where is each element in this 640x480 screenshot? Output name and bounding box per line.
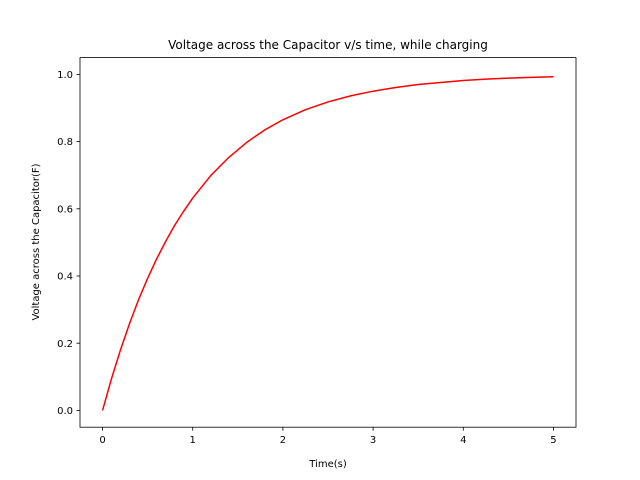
x-tick-label: 5 xyxy=(550,435,556,446)
y-tick-label: 1.0 xyxy=(57,70,73,81)
series-layer xyxy=(101,76,554,411)
y-axis-ticks: 0.0 0.2 0.4 0.6 0.8 1.0 xyxy=(57,70,80,417)
x-tick-label: 3 xyxy=(370,435,376,446)
y-axis-label: Voltage across the Capacitor(F) xyxy=(31,163,42,320)
x-axis-label: Time(s) xyxy=(308,459,347,470)
y-tick-label: 0.0 xyxy=(57,406,73,417)
series-line xyxy=(101,76,554,411)
plot-area: 0 1 2 3 4 5 0.0 0.2 0.4 0.6 0.8 1.0 xyxy=(57,57,577,446)
chart-title: Voltage across the Capacitor v/s time, w… xyxy=(168,38,488,52)
x-axis-ticks: 0 1 2 3 4 5 xyxy=(99,427,557,446)
y-tick-label: 0.2 xyxy=(57,339,73,350)
x-tick-label: 1 xyxy=(190,435,196,446)
x-tick-label: 0 xyxy=(99,435,105,446)
y-tick-label: 0.4 xyxy=(57,272,73,283)
x-tick-label: 2 xyxy=(280,435,286,446)
y-tick-label: 0.6 xyxy=(57,204,73,215)
plot-frame xyxy=(79,57,577,428)
y-tick-label: 0.8 xyxy=(57,137,73,148)
x-tick-label: 4 xyxy=(460,435,466,446)
